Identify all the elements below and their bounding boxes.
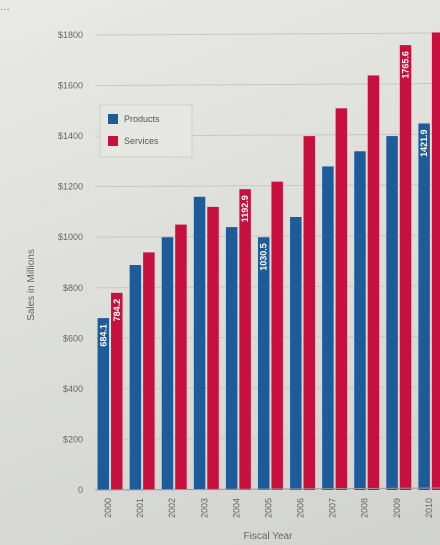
gridline xyxy=(94,32,440,36)
y-tick-label: $1400 xyxy=(58,131,83,141)
data-label-services-2009: 1765.6 xyxy=(401,51,411,79)
x-axis-title: Fiscal Year xyxy=(244,531,294,542)
y-tick-label: $200 xyxy=(63,434,83,444)
bar-services-2001 xyxy=(143,252,155,490)
bar-services-2005 xyxy=(271,181,283,490)
x-axis-line xyxy=(94,487,440,491)
y-tick-label: $800 xyxy=(63,283,83,293)
gridline xyxy=(94,83,440,87)
x-tick-label: 2007 xyxy=(328,498,338,518)
x-tick-label: 2002 xyxy=(167,498,177,518)
y-tick-label: $1200 xyxy=(58,182,83,192)
legend-label-products: Products xyxy=(124,114,160,124)
bars xyxy=(97,32,440,491)
gridline xyxy=(94,184,440,188)
bar-products-2006 xyxy=(290,217,302,490)
bar-services-2007 xyxy=(335,108,348,491)
x-tick-label: 2008 xyxy=(360,498,370,518)
x-tick-labels: 2000 2001 2002 2003 2004 2005 2006 2007 2008 2009… xyxy=(103,498,434,518)
bar-products-2008 xyxy=(354,151,366,490)
x-tick-label: 2006 xyxy=(296,498,306,518)
x-tick-label: 2004 xyxy=(231,498,241,518)
legend: Products Services xyxy=(99,104,193,158)
data-labels: 684.1 784.2 1192.9 1030.5 1765.6 1421.9 xyxy=(98,51,429,347)
data-label-products-2010: 1421.9 xyxy=(419,129,429,157)
bar-products-2000 xyxy=(97,318,110,490)
bar-products-2005 xyxy=(257,237,270,490)
bar-services-2009 xyxy=(399,45,412,490)
y-tick-label: $1000 xyxy=(58,232,83,242)
legend-swatch-services xyxy=(108,136,118,146)
data-label-products-2005: 1030.5 xyxy=(259,243,269,271)
y-tick-label: 0 xyxy=(78,485,83,495)
y-axis-title: Sales in Millions xyxy=(26,249,37,321)
y-tick-label: $1800 xyxy=(58,30,83,40)
x-tick-label: 2003 xyxy=(199,498,209,518)
bar-services-2010 xyxy=(431,32,440,490)
y-tick-labels: 0 $200 $400 $600 $800 $1000 $1200 $1400 $1600 $18… xyxy=(58,30,83,495)
x-tick-label: 2009 xyxy=(392,498,402,518)
bar-products-2007 xyxy=(322,166,334,490)
gridline xyxy=(94,234,440,238)
bar-services-2003 xyxy=(207,206,219,490)
legend-swatch-products xyxy=(108,114,118,124)
x-tick-label: 2010 xyxy=(424,498,434,518)
bar-services-2000 xyxy=(111,292,123,490)
bar-services-2006 xyxy=(303,136,316,490)
bar-products-2002 xyxy=(161,237,174,490)
corner-text: … xyxy=(0,2,10,13)
bar-products-2009 xyxy=(386,136,398,490)
bar-products-2003 xyxy=(193,196,206,490)
y-tick-label: $400 xyxy=(63,384,83,394)
data-label-services-2004: 1192.9 xyxy=(240,195,250,222)
data-label-services-2000: 784.2 xyxy=(112,299,122,322)
y-tick-label: $1600 xyxy=(58,81,83,91)
x-tick-label: 2005 xyxy=(263,498,273,518)
bar-services-2008 xyxy=(367,75,380,490)
bar-products-2001 xyxy=(129,265,142,490)
bar-services-2002 xyxy=(175,224,187,491)
y-tick-label: $600 xyxy=(63,333,83,343)
x-tick-label: 2000 xyxy=(103,498,113,518)
bar-products-2004 xyxy=(225,227,238,490)
legend-box xyxy=(99,104,193,158)
bar-products-2010 xyxy=(418,123,430,490)
legend-label-services: Services xyxy=(124,136,159,146)
data-label-products-2000: 684.1 xyxy=(98,324,108,347)
x-tick-label: 2001 xyxy=(135,498,145,518)
bar-services-2004 xyxy=(239,189,251,490)
